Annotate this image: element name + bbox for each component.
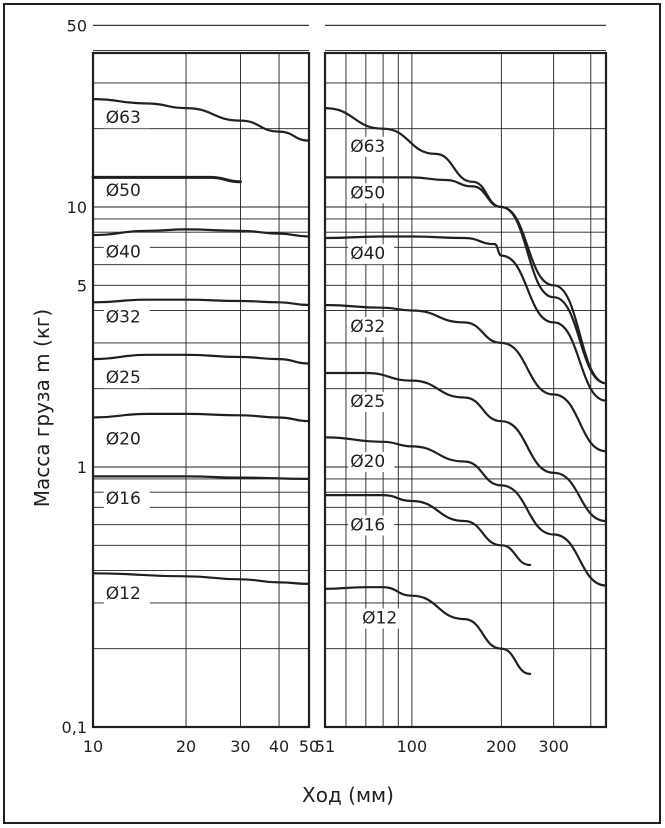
x-tick-label: 30 (230, 737, 250, 756)
curve-label-bg (103, 108, 150, 129)
series-line-left-d12 (91, 572, 311, 585)
curve-label-bg (348, 136, 395, 157)
series-line-left-d25 (91, 353, 311, 365)
series-line-right-d63 (323, 107, 608, 385)
series-line-right-d40 (323, 235, 608, 402)
curve-label-bg (348, 317, 395, 338)
series-line-right-d16 (323, 493, 532, 567)
series-line-right-d50 (323, 176, 608, 385)
y-tick-label: 1 (77, 458, 87, 477)
curve-labels: Ø63 Ø50 Ø40 Ø32 Ø25 Ø20 Ø16 Ø12 Ø63 Ø50 Ø40 Ø32 Ø25 Ø… (103, 108, 407, 629)
curve-label: Ø12 (362, 609, 397, 629)
curve-label-bg (103, 307, 150, 328)
curve-label: Ø20 (350, 452, 385, 472)
curve-label: Ø16 (350, 515, 385, 535)
curve-label-bg (103, 242, 150, 263)
curve-label: Ø40 (350, 244, 385, 264)
plot-panel-right (323, 51, 608, 729)
series-line-right-d12 (323, 586, 532, 675)
x-tick-label: 50 (299, 737, 319, 756)
x-tick-label: 20 (176, 737, 196, 756)
curve-label-bg (348, 515, 395, 536)
series-line-left-d20 (91, 412, 311, 423)
curve-label: Ø12 (106, 584, 141, 604)
series-line-left-d16 (91, 475, 311, 480)
curve-label-bg (348, 183, 395, 204)
x-tick-label: 40 (269, 737, 289, 756)
series-line-right-d32 (323, 303, 608, 453)
x-tick-label: 200 (486, 737, 517, 756)
series-line-left-d32 (91, 298, 311, 307)
curve-label-bg (103, 429, 150, 450)
curve-label: Ø32 (106, 307, 141, 327)
y-axis-title: Масса груза m (кг) (30, 309, 54, 507)
curve-label-bg (348, 452, 395, 472)
plot-panel-left (91, 51, 311, 729)
series-line-left-d63 (91, 98, 311, 142)
y-tick-label: 5 (77, 276, 87, 295)
curve-label: Ø25 (350, 392, 385, 412)
y-tick-label: 10 (67, 198, 87, 217)
curve-label: Ø20 (106, 430, 141, 450)
curve-label-bg (360, 608, 407, 629)
curve-label-bg (103, 584, 150, 605)
curve-label-bg (103, 181, 150, 202)
series-line-left-d40 (91, 228, 311, 238)
y-tick-label: 50 (67, 16, 87, 35)
x-axis-title: Ход (мм) (302, 783, 394, 807)
curve-label: Ø50 (350, 183, 385, 203)
series-line-right-d20 (323, 436, 608, 587)
x-tick-label: 51 (315, 737, 335, 756)
curve-label: Ø32 (350, 317, 385, 337)
figure-frame (3, 3, 661, 824)
x-tick-label: 10 (83, 737, 103, 756)
curve-label-bg (103, 489, 150, 510)
series-line-left-d50 (91, 175, 242, 184)
x-tick-label: 300 (538, 737, 569, 756)
curve-label: Ø25 (106, 368, 141, 388)
curve-label-bg (103, 368, 150, 389)
plot-panels (91, 51, 608, 729)
curve-label: Ø16 (106, 489, 141, 509)
series-line-right-d25 (323, 371, 608, 523)
curve-label: Ø50 (106, 181, 141, 201)
curve-label-bg (348, 244, 395, 265)
curve-label-bg (348, 392, 395, 413)
curve-label: Ø40 (106, 242, 141, 262)
curve-label: Ø63 (106, 108, 141, 128)
data-curves (91, 98, 608, 675)
x-tick-label: 100 (397, 737, 428, 756)
y-tick-label: 0,1 (62, 718, 87, 737)
curve-label: Ø63 (350, 137, 385, 157)
